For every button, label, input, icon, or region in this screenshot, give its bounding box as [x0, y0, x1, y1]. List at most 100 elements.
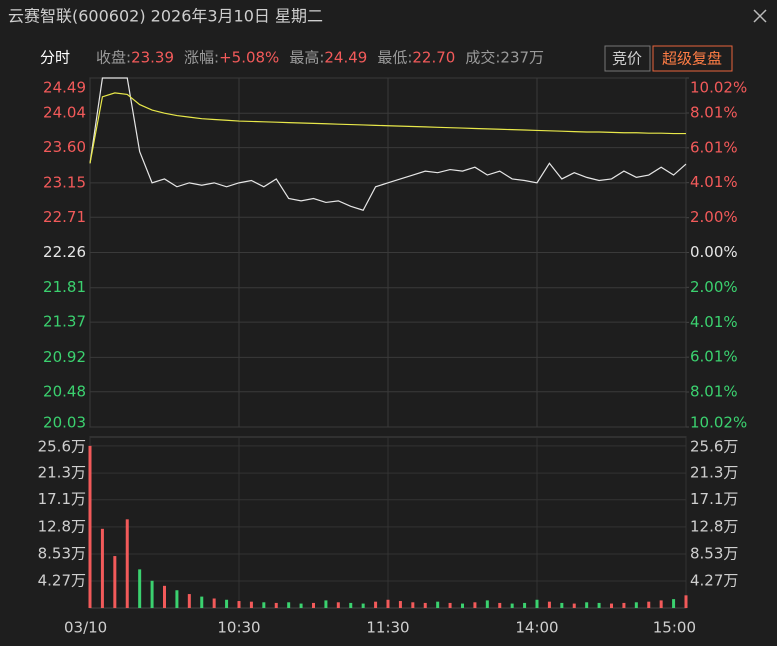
y2-tick-label: 2.00%: [690, 208, 738, 226]
volume-bar: [163, 585, 166, 608]
volume-bar: [374, 601, 378, 608]
info-label: 成交:: [465, 49, 500, 67]
y2-tick-label: 8.01%: [690, 104, 738, 122]
y-tick-label: 22.71: [43, 208, 86, 226]
volume-bar: [597, 602, 601, 608]
volume-bar: [88, 445, 92, 608]
volume-bar: [485, 600, 489, 608]
volume-bar: [436, 601, 440, 608]
info-value: 237万: [500, 49, 544, 67]
y2-tick-label: 0.00%: [690, 243, 738, 261]
volume-bar: [510, 603, 514, 608]
y2-tick-label: 12.8万: [690, 517, 738, 535]
volume-bar: [448, 602, 452, 608]
header-title: 云赛智联(600602) 2026年3月10日 星期二: [8, 7, 323, 26]
info-label: 最低:: [377, 49, 412, 67]
y2-tick-label: 25.6万: [690, 438, 738, 456]
volume-bar: [523, 602, 527, 608]
info-label: 涨幅:: [184, 49, 219, 67]
y2-tick-label: 8.01%: [690, 382, 738, 400]
info-value: 23.39: [131, 49, 174, 67]
volume-bar: [634, 602, 638, 608]
volume-bar: [336, 602, 340, 608]
volume-bar: [237, 601, 241, 608]
info-label: 最高:: [289, 49, 324, 67]
y2-tick-label: 21.3万: [690, 464, 738, 482]
volume-bar: [200, 596, 204, 608]
y-tick-label: 8.53万: [38, 544, 86, 562]
volume-bar: [225, 599, 229, 608]
x-tick-label: 03/10: [64, 619, 107, 637]
volume-bar: [125, 519, 129, 608]
volume-bar: [249, 601, 253, 608]
volume-bar: [212, 598, 216, 608]
y2-tick-label: 10.02%: [690, 414, 747, 432]
auction-button[interactable]: [604, 45, 651, 72]
x-tick-label: 15:00: [653, 619, 696, 637]
info-row: 收盘: 23.39 涨幅: +5.08% 最高: 24.49 最低: 22.70 成交: 237万: [96, 49, 544, 67]
y2-tick-label: 4.01%: [690, 173, 738, 191]
y-tick-label: 24.04: [43, 104, 86, 122]
y2-tick-label: 2.00%: [690, 278, 738, 296]
y-tick-label: 25.6万: [38, 438, 86, 456]
y2-tick-label: 4.01%: [690, 313, 738, 331]
auction-button-label[interactable]: 竞价: [612, 50, 642, 68]
mode-label[interactable]: 分时: [40, 49, 70, 67]
volume-bar: [498, 602, 502, 608]
volume-bar: [560, 602, 564, 608]
info-value: 24.49: [324, 49, 367, 67]
info-value: 22.70: [412, 49, 455, 67]
volume-bar: [312, 602, 315, 608]
volume-bar: [287, 602, 291, 608]
x-tick-label: 10:30: [217, 619, 260, 637]
y-tick-label: 21.81: [43, 278, 86, 296]
y-tick-label: 24.49: [43, 79, 86, 97]
volume-bar: [386, 599, 390, 608]
price-line: [89, 77, 687, 211]
volume-bar: [622, 602, 626, 608]
volume-bar: [349, 602, 353, 608]
volume-bar: [423, 602, 427, 608]
y-tick-label: 12.8万: [38, 517, 86, 535]
volume-bar: [175, 590, 179, 608]
volume-bar: [672, 599, 676, 608]
volume-bar: [262, 602, 266, 608]
replay-button-label[interactable]: 超级复盘: [662, 50, 722, 68]
price-line: [89, 92, 686, 164]
y-tick-label: 4.27万: [38, 571, 86, 589]
x-tick-label: 14:00: [515, 619, 558, 637]
volume-bar: [100, 528, 104, 608]
volume-bar: [659, 600, 663, 608]
close-icon: [753, 9, 767, 23]
volume-bar: [361, 603, 365, 608]
y-tick-label: 20.03: [43, 414, 86, 432]
volume-bar: [535, 599, 539, 608]
volume-bar: [187, 594, 191, 608]
volume-bar: [547, 601, 551, 608]
volume-bar: [411, 602, 415, 608]
y2-tick-label: 10.02%: [690, 79, 747, 97]
y2-tick-label: 4.27万: [690, 571, 738, 589]
y-tick-label: 20.92: [43, 348, 86, 366]
close-button[interactable]: [753, 9, 767, 23]
y-tick-label: 23.15: [43, 173, 86, 191]
info-value: +5.08%: [219, 49, 279, 67]
y2-tick-label: 8.53万: [690, 544, 738, 562]
volume-bar: [473, 602, 477, 608]
volume-bar: [150, 580, 154, 608]
volume-bar: [113, 556, 117, 608]
info-label: 收盘:: [96, 49, 131, 67]
y-tick-label: 17.1万: [38, 490, 86, 508]
y2-tick-label: 6.01%: [690, 138, 738, 156]
volume-bar: [299, 603, 303, 608]
volume-bar: [647, 601, 651, 608]
volume-bar: [461, 603, 464, 608]
y2-tick-label: 17.1万: [690, 490, 738, 508]
volume-bar: [572, 603, 576, 608]
volume-bar: [324, 600, 328, 608]
volume-bar: [684, 595, 688, 608]
replay-button[interactable]: [652, 45, 733, 72]
volume-bar: [398, 601, 402, 608]
